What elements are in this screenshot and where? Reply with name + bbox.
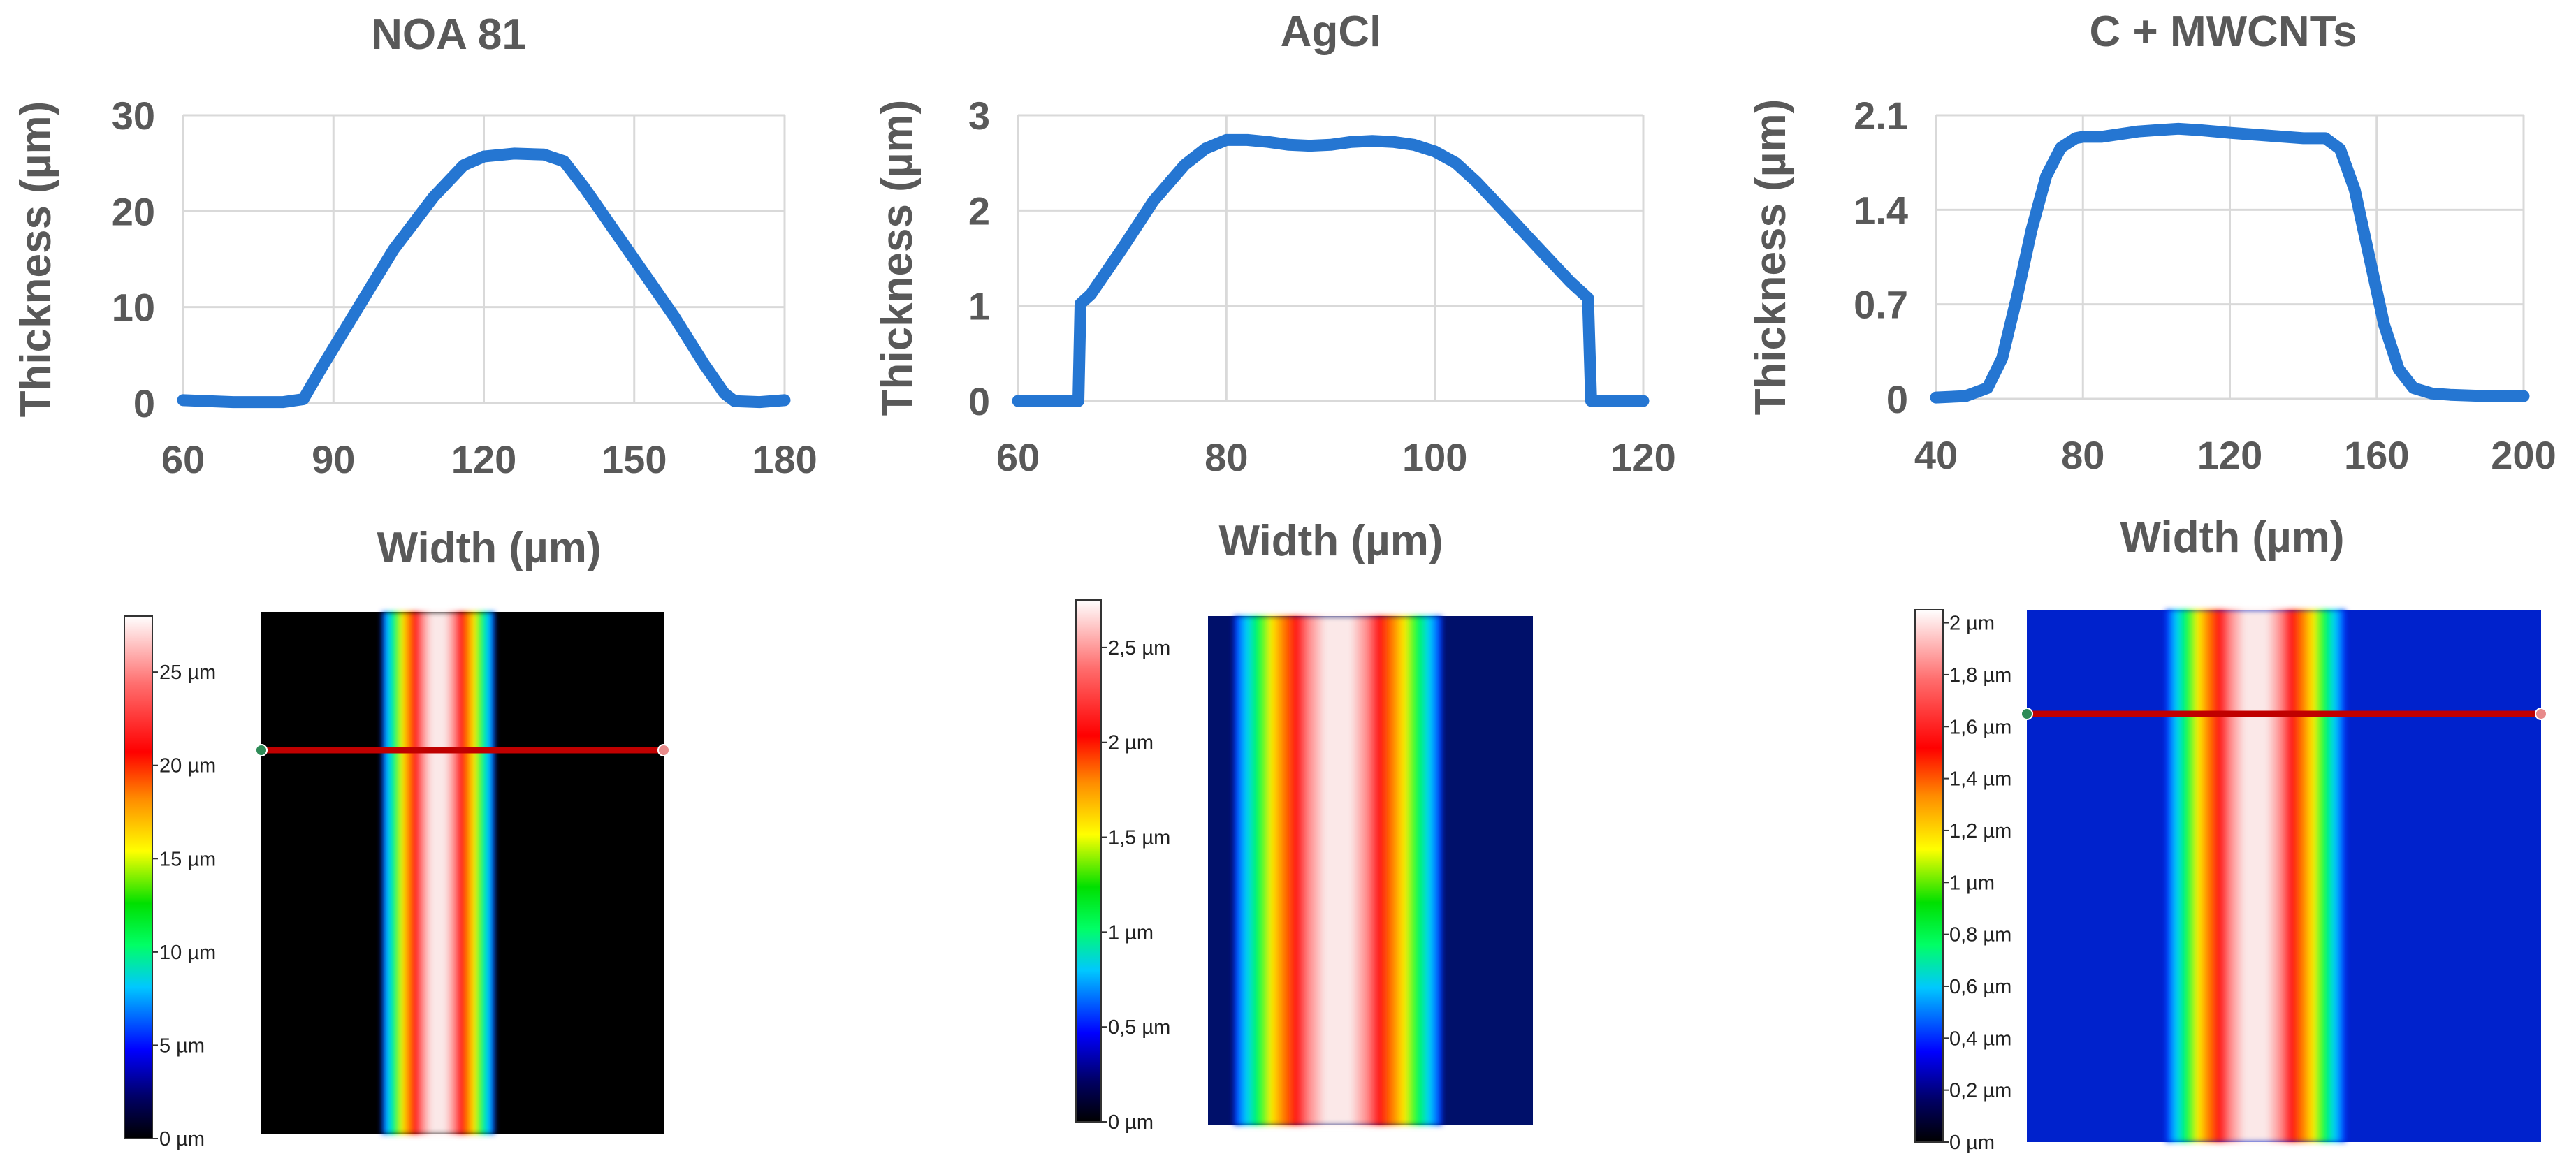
x-axis-title: Width (µm) [1219,517,1443,565]
colorbar-label: 0 µm [1949,1132,1995,1154]
colorbar-label: 2 µm [1949,613,1995,635]
x-tick-label: 60 [161,437,205,481]
y-tick-label: 20 [112,189,155,233]
heatmap-stripe [1234,616,1442,1125]
y-tick-label: 0 [968,379,990,423]
x-tick-label: 80 [2061,433,2104,477]
colorbar-label: 15 µm [159,848,216,870]
colorbar [124,615,153,1139]
heatmap-stripe [2165,610,2346,1142]
profile-end-marker [657,744,670,756]
colorbar-label: 0 µm [1108,1111,1154,1134]
x-tick-label: 80 [1205,435,1248,479]
y-tick-label: 2.1 [1854,94,1908,138]
colorbar-label: 5 µm [159,1034,205,1057]
colorbar-label: 1 µm [1949,872,1995,894]
chart-2: 0 1 2 3 60 80 100 120 AgCl Width (µm) Thickness (µ… [873,8,1676,565]
profile-start-marker [255,744,268,756]
x-tick-label: 200 [2491,433,2556,477]
colorbar-label: 0,6 µm [1949,976,2011,998]
y-axis-title: Thickness (µm) [12,101,60,418]
colorbar [1914,609,1944,1143]
colorbar-label: 1,5 µm [1108,827,1170,849]
chart-1: 0 10 20 30 60 90 120 150 180 NOA 81 Width (µm) Thic… [12,10,817,572]
colorbar-label: 0,4 µm [1949,1028,2011,1050]
series-line [177,147,791,409]
x-axis-title: Width (µm) [377,524,602,572]
x-tick-label: 40 [1914,433,1958,477]
y-tick-label: 0 [1886,377,1908,421]
colorbar-label: 20 µm [159,755,216,777]
x-tick-label: 120 [1610,435,1675,479]
colorbar [1075,599,1102,1123]
colorbar-label: 0,2 µm [1949,1080,2011,1102]
colorbar-label: 10 µm [159,942,216,964]
colorbar-label: 1,2 µm [1949,820,2011,842]
y-tick-label: 0.7 [1854,283,1908,327]
profile-end-marker [2535,708,2547,720]
x-tick-label: 60 [996,435,1040,479]
y-axis-title: Thickness (µm) [1747,99,1795,416]
colorbar-label: 1 µm [1108,921,1154,944]
chart-title: AgCl [1281,8,1382,56]
colorbar-label: 2,5 µm [1108,637,1170,659]
colorbar-label: 2 µm [1108,732,1154,754]
x-tick-label: 180 [752,437,817,481]
x-axis-title: Width (µm) [2120,513,2345,562]
colorbar-label: 1,6 µm [1949,716,2011,738]
heatmap-stripe [381,612,495,1134]
heatmap-2: 0 µm 0,5 µm 1 µm 1,5 µm 2 µm 2,5 µm [1075,599,1533,1134]
y-tick-label: 30 [112,94,155,138]
chart-title: NOA 81 [371,10,526,59]
heatmap-3: 0 µm 0,2 µm 0,4 µm 0,6 µm 0,8 µm 1 µm 1,2 µm 1,… [1914,609,2547,1154]
colorbar-label: 0,5 µm [1108,1016,1170,1039]
colorbar-label: 25 µm [159,661,216,684]
y-tick-label: 1 [968,284,990,328]
chart-title: C + MWCNTs [2090,8,2357,56]
y-tick-label: 10 [112,286,155,330]
x-tick-label: 90 [312,437,355,481]
y-axis-title: Thickness (µm) [873,100,922,416]
y-tick-label: 3 [968,94,990,138]
heatmap-1: 0 µm 5 µm 10 µm 15 µm 20 µm 25 µm [124,612,670,1150]
chart-3: 0 0.7 1.4 2.1 40 80 120 160 200 C + MWCNTs Width (… [1747,8,2556,562]
x-tick-label: 150 [602,437,667,481]
colorbar-label: 0 µm [159,1128,205,1150]
x-tick-label: 120 [2197,433,2262,477]
y-tick-label: 2 [968,189,990,233]
x-tick-label: 120 [451,437,516,481]
y-tick-label: 1.4 [1854,188,1908,232]
colorbar-label: 1,4 µm [1949,768,2011,791]
profile-start-marker [2021,708,2033,720]
x-tick-label: 160 [2344,433,2409,477]
series-line [1012,133,1650,407]
y-tick-label: 0 [133,381,155,425]
colorbar-label: 1,8 µm [1949,664,2011,687]
x-tick-label: 100 [1402,435,1467,479]
series-line [1930,122,2530,404]
colorbar-label: 0,8 µm [1949,924,2011,946]
